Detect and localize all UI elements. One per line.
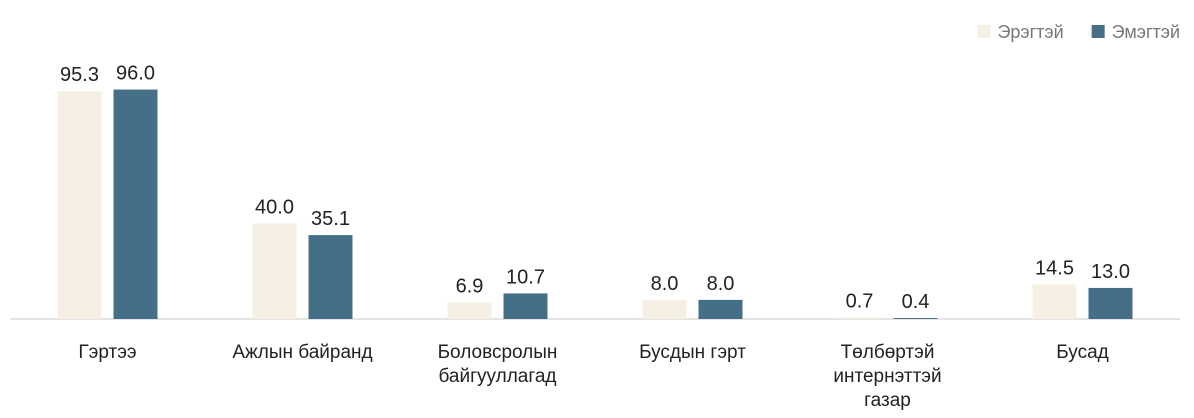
bar-female [1088, 287, 1133, 319]
data-label: 6.9 [456, 276, 484, 298]
category-label: Төлбөртэй интернэттэй газар [833, 342, 941, 411]
bar-male [837, 317, 882, 319]
data-label: 8.0 [651, 273, 679, 295]
bar-male [1032, 284, 1077, 319]
category-label: Бусдын гэрт [639, 342, 746, 363]
bar-female [503, 293, 548, 319]
data-label: 0.4 [902, 291, 930, 313]
data-label: 8.0 [707, 273, 735, 295]
category-label: Бусад [1056, 342, 1109, 363]
legend-label: Эмэгтэй [1112, 22, 1180, 42]
data-label: 14.5 [1035, 257, 1074, 279]
data-label: 35.1 [311, 208, 350, 230]
bar-male [252, 223, 297, 319]
category-label: Гэртээ [78, 342, 136, 363]
bar-male [447, 302, 492, 319]
data-label: 40.0 [255, 196, 294, 218]
category-label: Ажлын байранд [232, 342, 372, 363]
bar-female [113, 89, 158, 319]
legend-swatch [977, 25, 991, 38]
bar-female [698, 299, 743, 319]
legend-label: Эрэгтэй [997, 22, 1063, 42]
data-label: 96.0 [116, 63, 155, 85]
data-label: 95.3 [60, 64, 99, 86]
data-label: 0.7 [846, 290, 874, 312]
bar-male [57, 91, 102, 319]
data-label: 13.0 [1091, 261, 1130, 283]
category-label: Боловсролын байгууллагад [438, 342, 558, 387]
legend-swatch [1091, 25, 1105, 38]
bar-male [642, 299, 687, 319]
data-label: 10.7 [506, 266, 545, 288]
bar-female [308, 235, 353, 319]
bar-female [893, 318, 938, 319]
